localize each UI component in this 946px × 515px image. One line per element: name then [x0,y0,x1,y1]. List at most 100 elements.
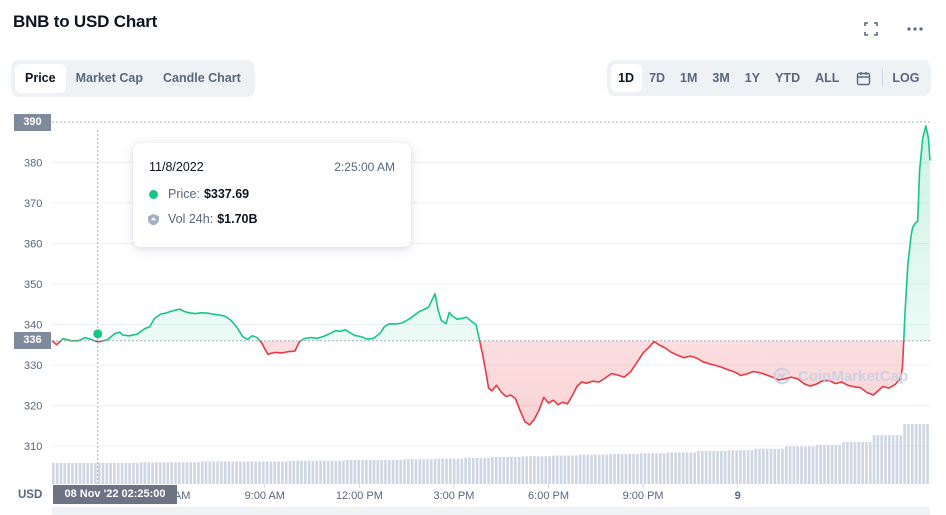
volume-bar [487,457,490,484]
volume-bar [708,451,712,484]
volume-bar [445,458,448,484]
volume-bar [426,459,429,484]
fullscreen-icon[interactable] [860,18,882,40]
volume-bar [319,460,322,484]
volume-bar [670,452,674,484]
volume-bar [491,457,494,484]
volume-bar [128,463,132,484]
price-area-down [52,340,904,425]
tab-market-cap[interactable]: Market Cap [75,71,143,85]
volume-bar [910,424,914,484]
range-all[interactable]: ALL [815,71,840,85]
volume-bar [853,442,857,484]
x-tick-label: 9:00 PM [623,490,664,502]
volume-bar [700,451,704,484]
volume-bar [185,462,189,484]
volume-bar [326,460,330,484]
volume-bar [594,454,597,484]
volume-bar [452,458,456,484]
watermark: CoinMarketCap [771,365,908,387]
volume-bar [143,462,147,484]
range-3m[interactable]: 3M [712,71,730,85]
volume-bar [697,451,700,484]
volume-bar [384,460,387,484]
volume-bar [754,448,758,484]
volume-bar [116,463,120,484]
range-7d[interactable]: 7D [649,71,666,85]
volume-bar [693,452,696,484]
volume-bar [834,445,838,484]
volume-bar [86,463,90,484]
volume-bar [174,462,177,484]
range-1y[interactable]: 1Y [744,71,761,85]
volume-bar [498,457,502,484]
tab-price[interactable]: Price [15,64,66,93]
volume-bar [590,454,593,484]
volume-bar [269,461,273,484]
volume-bar [865,442,868,484]
volume-bar [723,451,727,484]
volume-bar [788,446,792,484]
volume-bar [258,461,261,484]
volume-bar [639,453,643,484]
volume-bar [158,462,162,484]
volume-bar [193,462,196,484]
volume-bar [888,435,891,484]
volume-bar [846,442,849,484]
volume-bar [884,435,887,484]
calendar-button[interactable] [847,64,880,92]
volume-bar [746,450,750,484]
volume-bar [353,460,357,484]
volume-bar [620,454,624,484]
x-tick-label: 12:00 PM [336,490,383,502]
volume-bar [571,455,574,484]
volume-bar [433,458,437,484]
volume-bar [181,462,185,484]
volume-bar [651,453,655,484]
volume-bar [758,448,761,484]
volume-bar [380,460,383,484]
volume-bar [903,424,906,484]
volume-bar [147,462,151,484]
volume-bar [357,460,361,484]
more-icon[interactable] [904,18,926,40]
volume-bar [681,452,685,484]
volume-bar [330,460,334,484]
volume-bar [563,455,567,484]
chart-scrollbar[interactable] [52,507,930,515]
volume-bar [204,461,208,484]
range-1d[interactable]: 1D [610,64,642,92]
volume-bar [922,424,926,484]
volume-bar [918,424,922,484]
volume-bar [345,460,349,484]
volume-bar [105,463,109,484]
volume-bar [349,460,353,484]
volume-bar [307,460,311,484]
volume-bar [151,462,154,484]
volume-bar [750,450,754,484]
volume-bar [735,450,738,484]
volume-bar [395,460,399,484]
watermark-text: CoinMarketCap [798,367,909,385]
volume-bar [784,446,788,484]
volume-bar [544,456,548,484]
range-1m[interactable]: 1M [680,71,698,85]
volume-bar [578,454,582,484]
volume-bar [830,445,834,484]
range-ytd[interactable]: YTD [775,71,801,85]
volume-bar [804,446,807,484]
volume-bar [720,451,723,484]
tooltip-volume-label: Vol 24h: [168,212,214,226]
volume-bar [762,448,765,484]
volume-bar [521,456,525,484]
volume-bar [227,461,231,484]
volume-bar [506,457,509,484]
log-toggle[interactable]: LOG [892,71,920,85]
tab-candle-chart[interactable]: Candle Chart [162,71,241,85]
volume-bar [823,445,826,484]
volume-bar [574,455,578,484]
volume-bar [277,461,280,484]
volume-bar [315,460,319,484]
volume-bar [113,463,116,484]
